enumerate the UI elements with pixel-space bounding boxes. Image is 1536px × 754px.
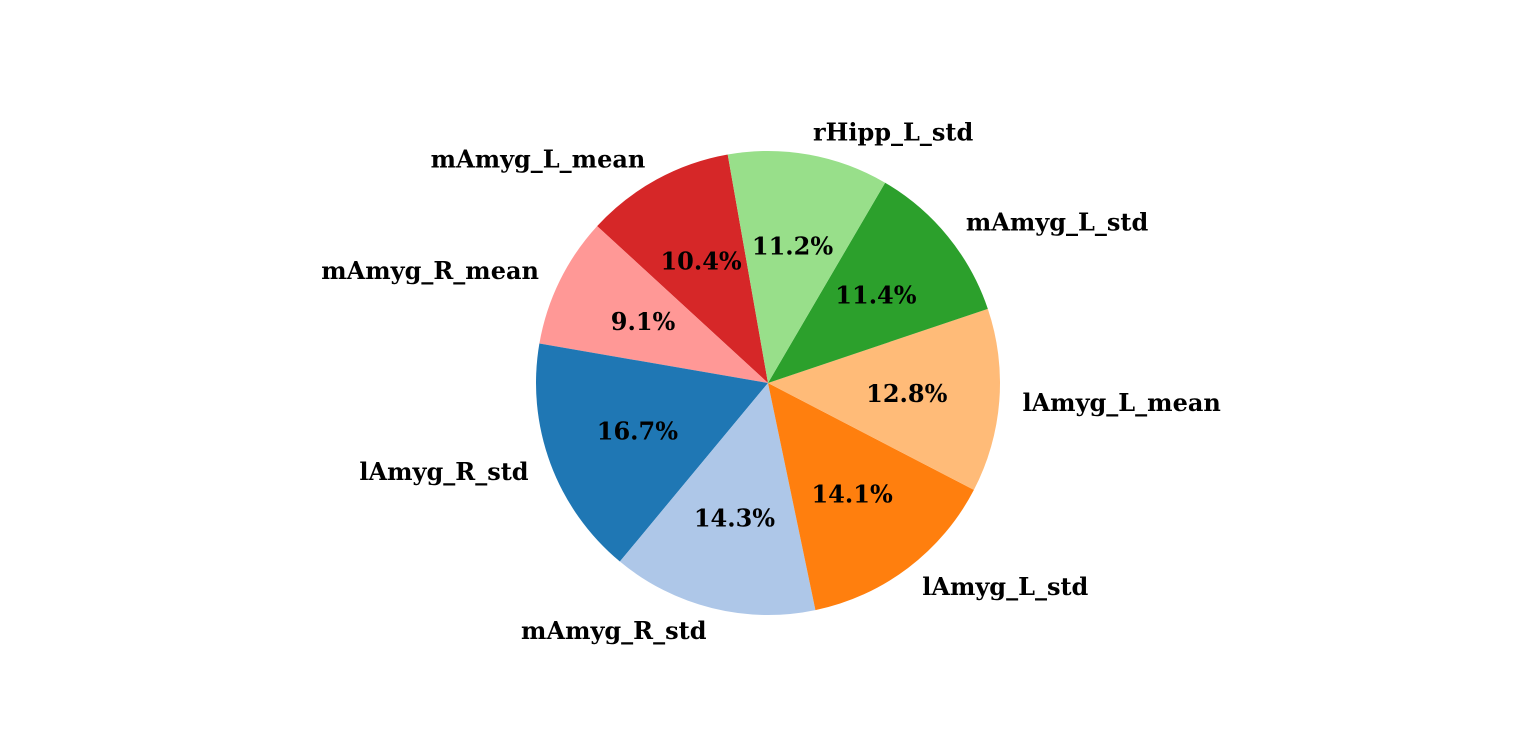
slice-labels: mAmyg_L_mean mAmyg_R_mean lAmyg_R_std mAmyg… <box>321 117 1221 645</box>
slice-label-rHipp_L_std: rHipp_L_std <box>813 117 973 146</box>
pie-slice-mAmyg_L_mean <box>597 154 768 383</box>
pct-label-mAmyg_L_std: 11.4% <box>835 281 916 310</box>
pie-slice-mAmyg_L_std <box>768 182 988 383</box>
slice-label-mAmyg_R_mean: mAmyg_R_mean <box>321 256 539 285</box>
pct-label-lAmyg_L_std: 14.1% <box>811 479 892 508</box>
pie-slice-lAmyg_R_std <box>536 343 768 562</box>
percentage-labels: 10.4% 9.1% 16.7% 14.3% 14.1% 12.8% 11.4%11.2% <box>597 231 948 532</box>
pie-slice-rHipp_L_std <box>727 150 886 383</box>
slice-label-lAmyg_R_std: lAmyg_R_std <box>359 457 528 486</box>
slice-label-mAmyg_L_mean: mAmyg_L_mean <box>431 145 646 174</box>
slice-label-mAmyg_L_std: mAmyg_L_std <box>966 207 1149 236</box>
slice-label-mAmyg_R_std: mAmyg_R_std <box>521 616 707 645</box>
pie-slice-mAmyg_R_mean <box>539 226 768 383</box>
pct-label-lAmyg_L_mean: 12.8% <box>866 379 947 408</box>
pie-slice-lAmyg_L_std <box>768 383 974 611</box>
pct-label-rHipp_L_std: 11.2% <box>752 231 833 260</box>
slice-label-lAmyg_L_std: lAmyg_L_std <box>922 572 1088 601</box>
pie-slice-lAmyg_L_mean <box>768 308 1000 490</box>
pie-slices <box>536 150 1000 616</box>
pct-label-lAmyg_R_std: 16.7% <box>597 417 678 446</box>
pie-slice-mAmyg_R_std <box>619 383 816 616</box>
slice-label-lAmyg_L_mean: lAmyg_L_mean <box>1022 388 1220 417</box>
pct-label-mAmyg_R_mean: 9.1% <box>611 307 676 336</box>
pct-label-mAmyg_L_mean: 10.4% <box>660 246 741 275</box>
pct-label-mAmyg_R_std: 14.3% <box>694 504 775 533</box>
